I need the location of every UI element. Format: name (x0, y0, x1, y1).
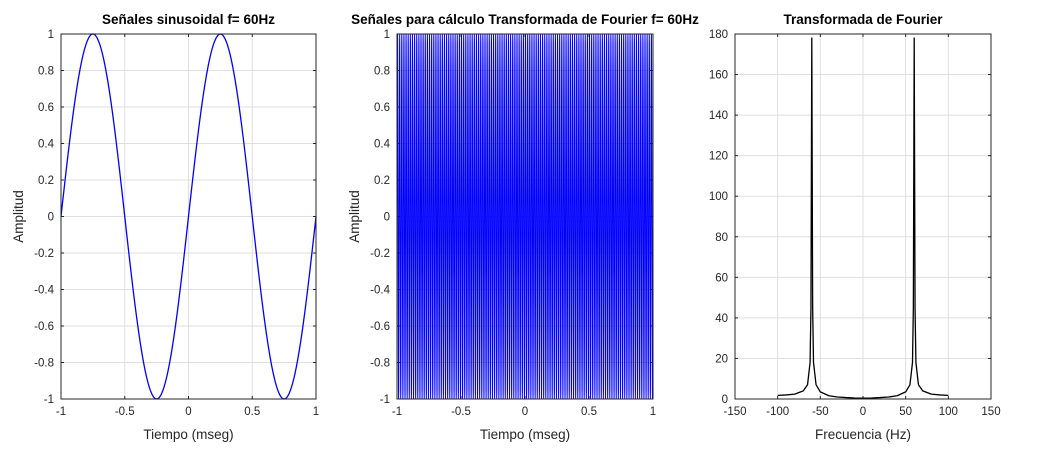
y-tick-label: 80 (715, 232, 728, 244)
y-tick-label: 0 (48, 212, 54, 224)
y-tick-label: -0.6 (34, 321, 54, 333)
x-tick-label: 1 (313, 406, 319, 418)
y-tick-label: -1 (380, 394, 390, 406)
x-tick-label: 0 (185, 406, 191, 418)
x-axis-label: Frecuencia (Hz) (815, 427, 911, 442)
chart-3: -150 -100 -50 0 50 100 150 0 20 40 60 80 100 120 140 16… (709, 12, 1001, 442)
series-line-1 (396, 33, 654, 400)
x-tick-label: -1 (56, 406, 66, 418)
x-axis-label: Tiempo (mseg) (480, 427, 570, 442)
y-tick-label: 20 (715, 353, 728, 365)
y-tick-label: -0.8 (370, 358, 390, 370)
y-tick-label: 0 (384, 212, 390, 224)
axes-frame (396, 33, 654, 400)
y-tick-label: 0.2 (38, 175, 54, 187)
chart-1: -1 -0.5 0 0.5 1 -1 -0.8 -0.6 -0.4 -0.2 0 0.2 0.4 0.6 0… (11, 12, 319, 442)
x-tick-label: -150 (723, 406, 746, 418)
chart-title: Transformada de Fourier (783, 12, 943, 27)
y-tick-label: -0.2 (370, 248, 390, 260)
x-tick-label: 0.5 (244, 406, 260, 418)
chart-2: -1 -0.5 0 0.5 1 -1 -0.8 -0.6 -0.4 -0.2 0 0.2 0.4 0.6 0… (347, 12, 699, 442)
x-tick-label: -0.5 (451, 406, 471, 418)
y-tick-label: 0.8 (38, 66, 54, 78)
x-tick-label: 1 (650, 406, 656, 418)
y-tick-label: 0.4 (38, 139, 55, 151)
y-tick-label: 40 (715, 313, 728, 325)
axes-frame (734, 33, 992, 400)
x-tick-label: 0 (860, 406, 866, 418)
y-tick-label: 120 (709, 151, 728, 163)
y-tick-label: 140 (709, 110, 728, 122)
x-tick-label: 50 (899, 406, 912, 418)
y-tick-label: 0 (722, 394, 728, 406)
chart-title: Señales para cálculo Transformada de Fou… (351, 12, 699, 27)
chart-title: Señales sinusoidal f= 60Hz (102, 12, 275, 27)
y-tick-label: 60 (715, 272, 728, 284)
y-tick-label: 1 (48, 29, 54, 41)
x-tick-label: 0 (522, 406, 528, 418)
x-tick-label: -0.5 (115, 406, 135, 418)
y-tick-label: 0.6 (374, 102, 390, 114)
y-tick-label: 0.6 (38, 102, 54, 114)
y-axis-label: Amplitud (347, 190, 362, 243)
x-tick-label: 100 (939, 406, 958, 418)
y-tick-label: 1 (384, 29, 390, 41)
y-tick-label: 0.2 (374, 175, 390, 187)
y-axis-label: Amplitud (11, 190, 26, 243)
y-tick-label: 180 (709, 29, 728, 41)
y-tick-label: -0.4 (370, 285, 390, 297)
x-tick-label: -50 (812, 406, 829, 418)
y-tick-label: -0.8 (34, 358, 54, 370)
y-tick-label: 0.4 (374, 139, 391, 151)
x-tick-label: 0.5 (581, 406, 597, 418)
y-tick-label: -0.2 (34, 248, 54, 260)
x-tick-label: -100 (766, 406, 789, 418)
x-tick-label: 150 (981, 406, 1000, 418)
y-tick-label: 100 (709, 191, 728, 203)
x-tick-label: -1 (392, 406, 402, 418)
y-tick-label: -0.6 (370, 321, 390, 333)
x-axis-label: Tiempo (mseg) (143, 427, 233, 442)
y-tick-label: 0.8 (374, 66, 390, 78)
series-line-1 (60, 33, 317, 400)
y-tick-label: -0.4 (34, 285, 54, 297)
axes-frame (60, 33, 317, 400)
series-line-1 (777, 37, 949, 399)
y-tick-label: 160 (709, 70, 728, 82)
y-tick-label: -1 (44, 394, 54, 406)
